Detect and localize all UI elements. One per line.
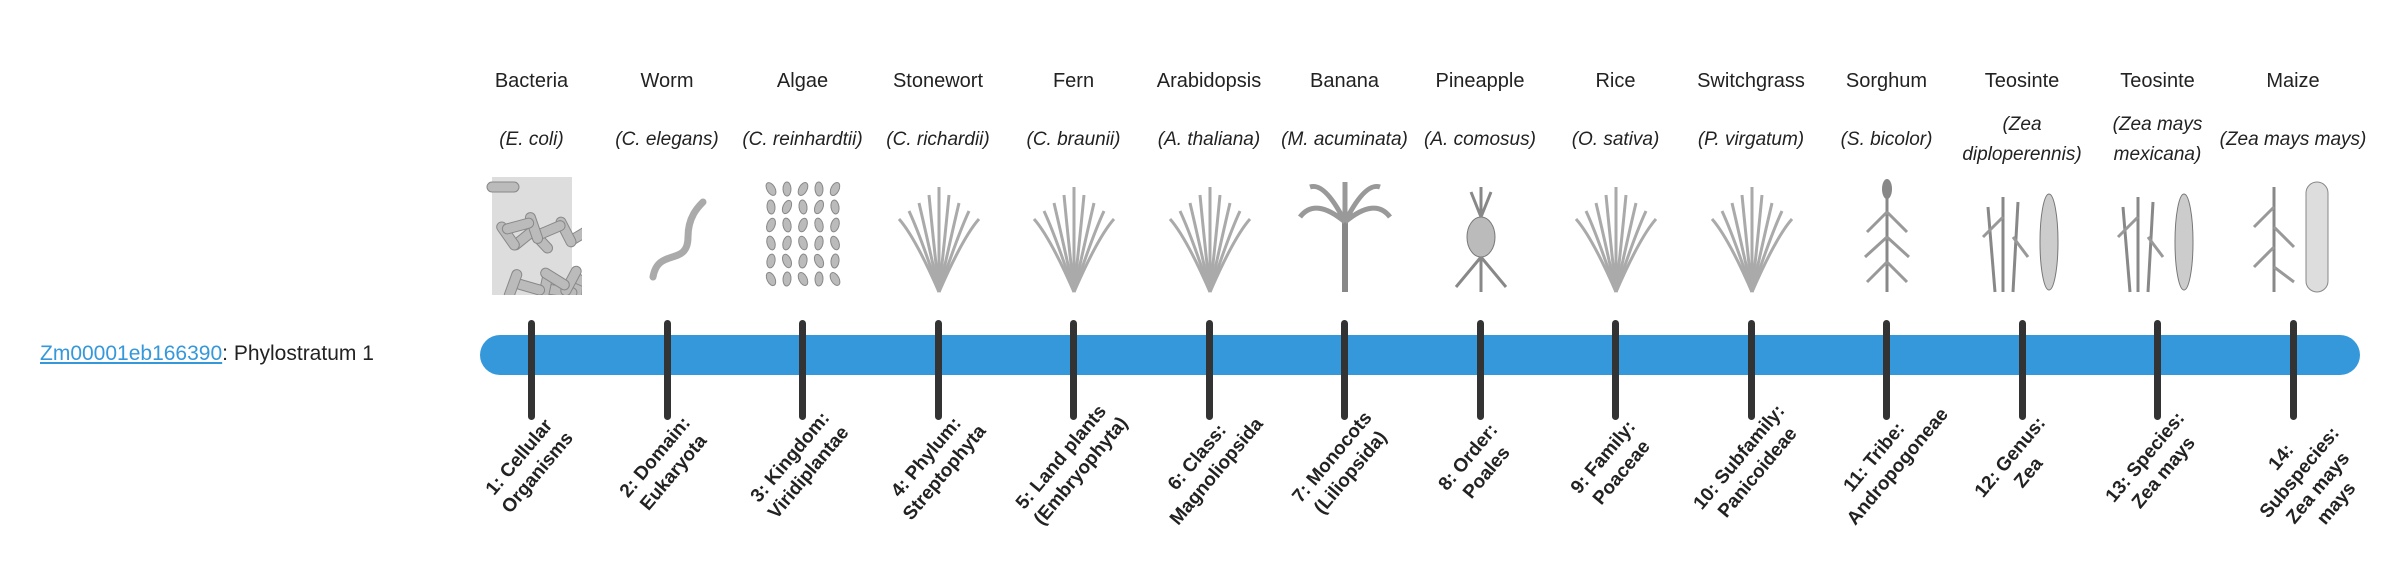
organism-common-name: Teosinte <box>1984 70 2060 92</box>
stratum-tick <box>2289 320 2297 420</box>
stratum-label: 8: Order: Poales <box>1434 419 1515 503</box>
stratum-label: 11: Tribe: Andropogoneae <box>1839 404 1953 530</box>
stratum-tick <box>2154 320 2161 420</box>
fern-icon <box>1032 187 1116 293</box>
organism-species-name: (Zea mays mays) <box>2220 108 2367 172</box>
organism-common-name: Pineapple <box>1435 70 1525 92</box>
stratum-tick <box>934 320 942 420</box>
stratum-tick <box>1612 320 1619 420</box>
stratum-label: 12: Genus: Zea <box>1970 412 2050 502</box>
stratum-label: 5: Land plants (Embryophyta) <box>1012 401 1133 530</box>
species-text: (Zea diploperennis) <box>1962 114 2082 165</box>
organism-species-name: (A. comosus) <box>1407 108 1554 172</box>
stratum-tick <box>1341 320 1348 420</box>
species-text: (M. acuminata) <box>1281 129 1408 150</box>
species-text: (A. thaliana) <box>1157 129 1261 150</box>
stratum-tick <box>2018 320 2026 420</box>
stratum-label: 13: Species: Zea mays <box>2101 408 2200 513</box>
stratum-label: 3: Kingdom: Viridiplantae <box>746 408 854 524</box>
organism-common-name: Worm <box>640 70 694 92</box>
algae-icon <box>765 181 841 287</box>
rice-icon <box>1574 187 1658 293</box>
teosinte-icon <box>2116 193 2194 293</box>
organism-species-name: (C. braunii) <box>1000 108 1147 172</box>
organism-species-name: (C. elegans) <box>594 108 741 172</box>
arabidopsis-icon <box>1168 187 1251 293</box>
species-text: (C. braunii) <box>1026 129 1121 150</box>
organism-species-name: (S. bicolor) <box>1813 108 1960 172</box>
stratum-label: 1: Cellular Organisms <box>481 415 578 518</box>
organism-common-name: Switchgrass <box>1697 70 1805 92</box>
worm-icon <box>649 198 706 281</box>
organism-species-name: (Zea mays mexicana) <box>2084 108 2231 172</box>
species-text: (C. reinhardtii) <box>742 129 863 150</box>
phylostratum-timeline-bar <box>480 335 2360 375</box>
species-text: (C. elegans) <box>615 129 719 150</box>
stratum-tick <box>1070 320 1077 420</box>
stratum-tick <box>1205 320 1213 420</box>
species-text: (E. coli) <box>499 129 564 150</box>
teosinte-icon <box>1981 193 2058 293</box>
organism-species-name: (C. richardii) <box>865 108 1012 172</box>
sorghum-icon <box>1863 179 1911 292</box>
organism-common-name: Rice <box>1595 70 1636 92</box>
stratum-label: 14: Subspecies: Zea mays mays <box>2255 423 2360 530</box>
species-text: (Zea mays mays) <box>2219 129 2367 150</box>
stratum-tick <box>663 320 671 420</box>
species-text: (Zea mays mexicana) <box>2112 114 2203 165</box>
organism-species-name: (P. virgatum) <box>1678 108 1825 172</box>
organism-common-name: Arabidopsis <box>1156 70 1262 92</box>
species-text: (S. bicolor) <box>1840 129 1933 150</box>
stonewort-icon <box>897 187 980 293</box>
organism-common-name: Fern <box>1052 70 1095 92</box>
species-text: (O. sativa) <box>1571 129 1660 150</box>
organism-common-name: Teosinte <box>2120 70 2195 92</box>
stratum-label: 4: Phylum: Streptophyta <box>886 413 991 525</box>
organism-species-name: (C. reinhardtii) <box>729 108 876 172</box>
stratum-label: 7: Monocots (Liliopsida) <box>1288 407 1392 519</box>
organism-species-name: (M. acuminata) <box>1271 108 1418 172</box>
stratum-tick <box>1883 320 1890 420</box>
stratum-tick <box>528 320 535 420</box>
maize-icon <box>2252 181 2328 293</box>
organism-common-name: Stonewort <box>892 70 984 92</box>
organism-common-name: Sorghum <box>1845 70 1928 92</box>
banana-icon <box>1298 182 1392 292</box>
organism-common-name: Bacteria <box>494 70 569 92</box>
organism-species-name: (E. coli) <box>458 108 605 172</box>
organism-species-name: (O. sativa) <box>1542 108 1689 172</box>
species-text: (P. virgatum) <box>1697 129 1805 150</box>
pineapple-icon <box>1454 187 1507 292</box>
stratum-label: 9: Family: Poaceae <box>1566 416 1655 510</box>
stratum-tick <box>1476 320 1484 420</box>
stratum-label: 6: Class: Magnoliopsida <box>1163 413 1268 530</box>
stratum-label: 10: Subfamily: Panicoideae <box>1689 400 1802 523</box>
stratum-label: 2: Domain: Eukaryota <box>615 412 711 515</box>
switchgrass-icon <box>1710 187 1793 293</box>
species-text: (C. richardii) <box>886 129 990 150</box>
organism-common-name: Maize <box>2266 70 2320 92</box>
phylostratum-text: : Phylostratum 1 <box>222 342 374 365</box>
gene-id-link[interactable]: Zm00001eb166390 <box>40 342 223 365</box>
organism-common-name: Banana <box>1310 70 1379 92</box>
species-text: (A. comosus) <box>1424 129 1536 150</box>
stratum-tick <box>1747 320 1755 420</box>
gene-phylostratum-label: Zm00001eb166390: Phylostratum 1 <box>40 340 374 368</box>
organism-common-name: Algae <box>776 70 829 92</box>
organism-species-name: (A. thaliana) <box>1136 108 1283 172</box>
bacteria-icon <box>486 177 582 295</box>
organism-species-name: (Zea diploperennis) <box>1949 108 2096 172</box>
stratum-tick <box>799 320 806 420</box>
